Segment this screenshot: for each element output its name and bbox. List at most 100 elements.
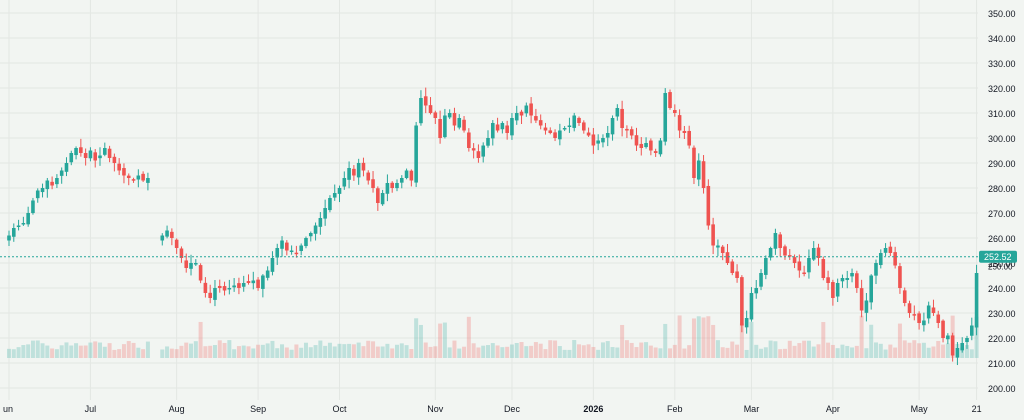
volume-bar	[735, 344, 740, 358]
candle-body	[874, 263, 878, 276]
candle-body	[299, 245, 303, 251]
candle-body	[912, 314, 917, 316]
volume-bar	[284, 347, 289, 358]
volume-bar	[653, 347, 658, 358]
price-axis[interactable]: 200.00 210.00 220.00 230.00 240.00 250.00 260.…	[988, 9, 1016, 394]
volume-bar	[888, 344, 893, 358]
volume-bar	[787, 340, 792, 358]
candle-body	[208, 292, 212, 298]
candle-body	[802, 272, 806, 275]
candle-body	[112, 156, 117, 163]
volume-bar	[897, 323, 902, 358]
volume-bar	[366, 340, 371, 358]
volume-bar	[217, 340, 222, 358]
volume-bar	[711, 324, 716, 358]
volume-bar	[222, 342, 227, 358]
candle-body	[486, 138, 490, 146]
y-tick-label: 240.00	[988, 284, 1016, 294]
candle-body	[165, 230, 169, 237]
volume-bar	[380, 346, 385, 358]
volume-bar	[64, 342, 69, 358]
x-tick-label: Aug	[169, 404, 185, 414]
time-axis[interactable]: un Jul Aug Sep Oct Nov Dec 2026 Feb Mar Apr May 21	[3, 404, 982, 414]
candle-body	[232, 285, 236, 288]
volume-bar	[351, 344, 356, 358]
volume-bar	[30, 340, 35, 358]
volume-bar	[385, 343, 390, 358]
volume-bar	[462, 346, 467, 358]
candle-body	[596, 140, 600, 144]
volume-bar	[974, 316, 979, 358]
volume-bar	[270, 340, 275, 358]
volume-bar	[917, 343, 922, 358]
volume-bar	[83, 345, 88, 358]
candle-body	[438, 119, 442, 138]
candle-body	[64, 163, 69, 172]
candle-body	[35, 190, 40, 199]
candle-body	[399, 178, 404, 183]
volume-bar	[663, 323, 668, 358]
volume-bar	[74, 343, 79, 358]
volume-bar	[538, 343, 543, 358]
volume-bar	[902, 340, 907, 358]
y-tick-label: 320.00	[988, 84, 1016, 94]
volume-bar	[596, 349, 601, 358]
x-tick-label: Nov	[427, 404, 444, 414]
candle-body	[639, 143, 644, 148]
volume-bar	[251, 348, 256, 358]
candle-body	[481, 145, 486, 157]
last-price-badge-bg	[979, 250, 1017, 263]
volume-bar	[782, 348, 787, 358]
candle-body	[21, 223, 26, 225]
volume-bar	[543, 349, 548, 358]
volume-bar	[720, 347, 725, 358]
volume-bar	[145, 341, 150, 358]
volume-bar	[701, 317, 706, 358]
volume-bar	[318, 340, 323, 358]
volume-bar	[45, 345, 50, 358]
candle-body	[931, 307, 936, 313]
candle-body	[74, 148, 78, 156]
candle-body	[409, 170, 414, 181]
volume-bar	[969, 349, 974, 358]
volume-bar	[965, 345, 969, 358]
volume-bar	[93, 341, 98, 358]
candle-body	[902, 290, 907, 303]
candle-body	[926, 305, 931, 319]
volume-bar	[639, 342, 644, 358]
candle-body	[323, 208, 327, 219]
volume-bar	[189, 343, 194, 358]
volume-bar	[236, 346, 241, 358]
candle-body	[629, 129, 634, 136]
candle-body	[7, 235, 11, 241]
volume-bar	[208, 345, 213, 358]
volume-bar	[438, 323, 443, 358]
candle-body	[313, 225, 318, 234]
volume-bar	[121, 344, 126, 358]
candle-body	[213, 288, 217, 300]
volume-bar	[260, 344, 265, 358]
volume-bar	[452, 340, 457, 358]
volume-bars	[7, 315, 979, 358]
candle-body	[146, 178, 150, 183]
volume-bar	[931, 346, 936, 358]
volume-bar	[141, 349, 146, 358]
candle-body	[644, 143, 648, 148]
candle-body	[735, 271, 739, 278]
volume-bar	[634, 347, 639, 358]
volume-bar	[749, 321, 754, 358]
candle-body	[811, 248, 816, 260]
candle-body	[835, 283, 840, 297]
candle-body	[658, 140, 663, 155]
candle-body	[711, 224, 715, 246]
candle-body	[725, 252, 730, 263]
volume-bar	[869, 324, 874, 358]
volume-bar	[754, 344, 759, 358]
candle-body	[414, 125, 418, 183]
volume-bar	[615, 347, 620, 358]
candle-body	[816, 247, 821, 258]
candle-body	[495, 124, 500, 131]
candle-body	[184, 260, 189, 268]
candle-body	[457, 118, 462, 128]
